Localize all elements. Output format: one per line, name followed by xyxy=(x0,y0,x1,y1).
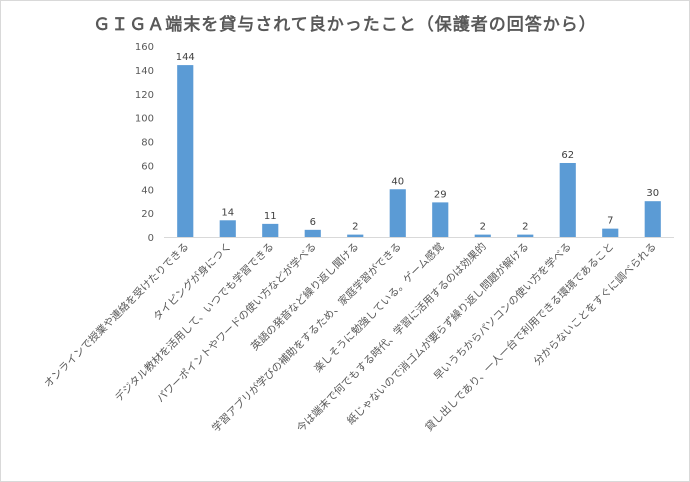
chart-title: ＧＩＧＡ端末を貸与されて良かったこと（保護者の回答から） xyxy=(93,15,597,35)
bar xyxy=(644,201,661,237)
bar xyxy=(474,234,491,237)
category-label: オンラインで授業や連絡を受けたりできる xyxy=(41,240,191,390)
y-tick-label: 60 xyxy=(141,161,154,172)
data-label: 6 xyxy=(310,217,316,228)
y-tick-label: 80 xyxy=(141,138,154,149)
data-label: 62 xyxy=(561,150,574,161)
data-label: 29 xyxy=(434,189,447,200)
category-label: デジタル教材を活用して、いつでも学習できる xyxy=(112,240,276,404)
category-label: タイピングが身につく xyxy=(150,240,233,323)
bar xyxy=(219,220,236,237)
y-tick-label: 40 xyxy=(141,185,154,196)
bar xyxy=(347,234,364,237)
data-label: 11 xyxy=(264,211,277,222)
y-tick-label: 140 xyxy=(135,66,154,77)
data-label: 14 xyxy=(221,207,234,218)
data-label: 7 xyxy=(607,216,613,227)
bar xyxy=(389,189,406,237)
bar xyxy=(262,223,279,237)
y-tick-label: 100 xyxy=(135,114,154,125)
bar xyxy=(304,229,321,237)
bar xyxy=(559,162,576,237)
data-label: 2 xyxy=(480,222,486,233)
y-tick-label: 120 xyxy=(135,90,154,101)
data-label: 144 xyxy=(176,52,195,63)
bar xyxy=(602,228,619,237)
bar xyxy=(432,202,449,237)
y-tick-label: 160 xyxy=(135,42,154,53)
y-tick-label: 20 xyxy=(141,209,154,220)
data-label: 2 xyxy=(522,222,528,233)
data-label: 40 xyxy=(391,176,404,187)
y-tick-label: 0 xyxy=(148,233,154,244)
bar xyxy=(177,65,194,237)
data-label: 30 xyxy=(646,188,659,199)
category-label: パワーポイントやワードの使い方などが学べる xyxy=(154,240,319,405)
data-label: 2 xyxy=(352,222,358,233)
bar xyxy=(517,234,534,237)
